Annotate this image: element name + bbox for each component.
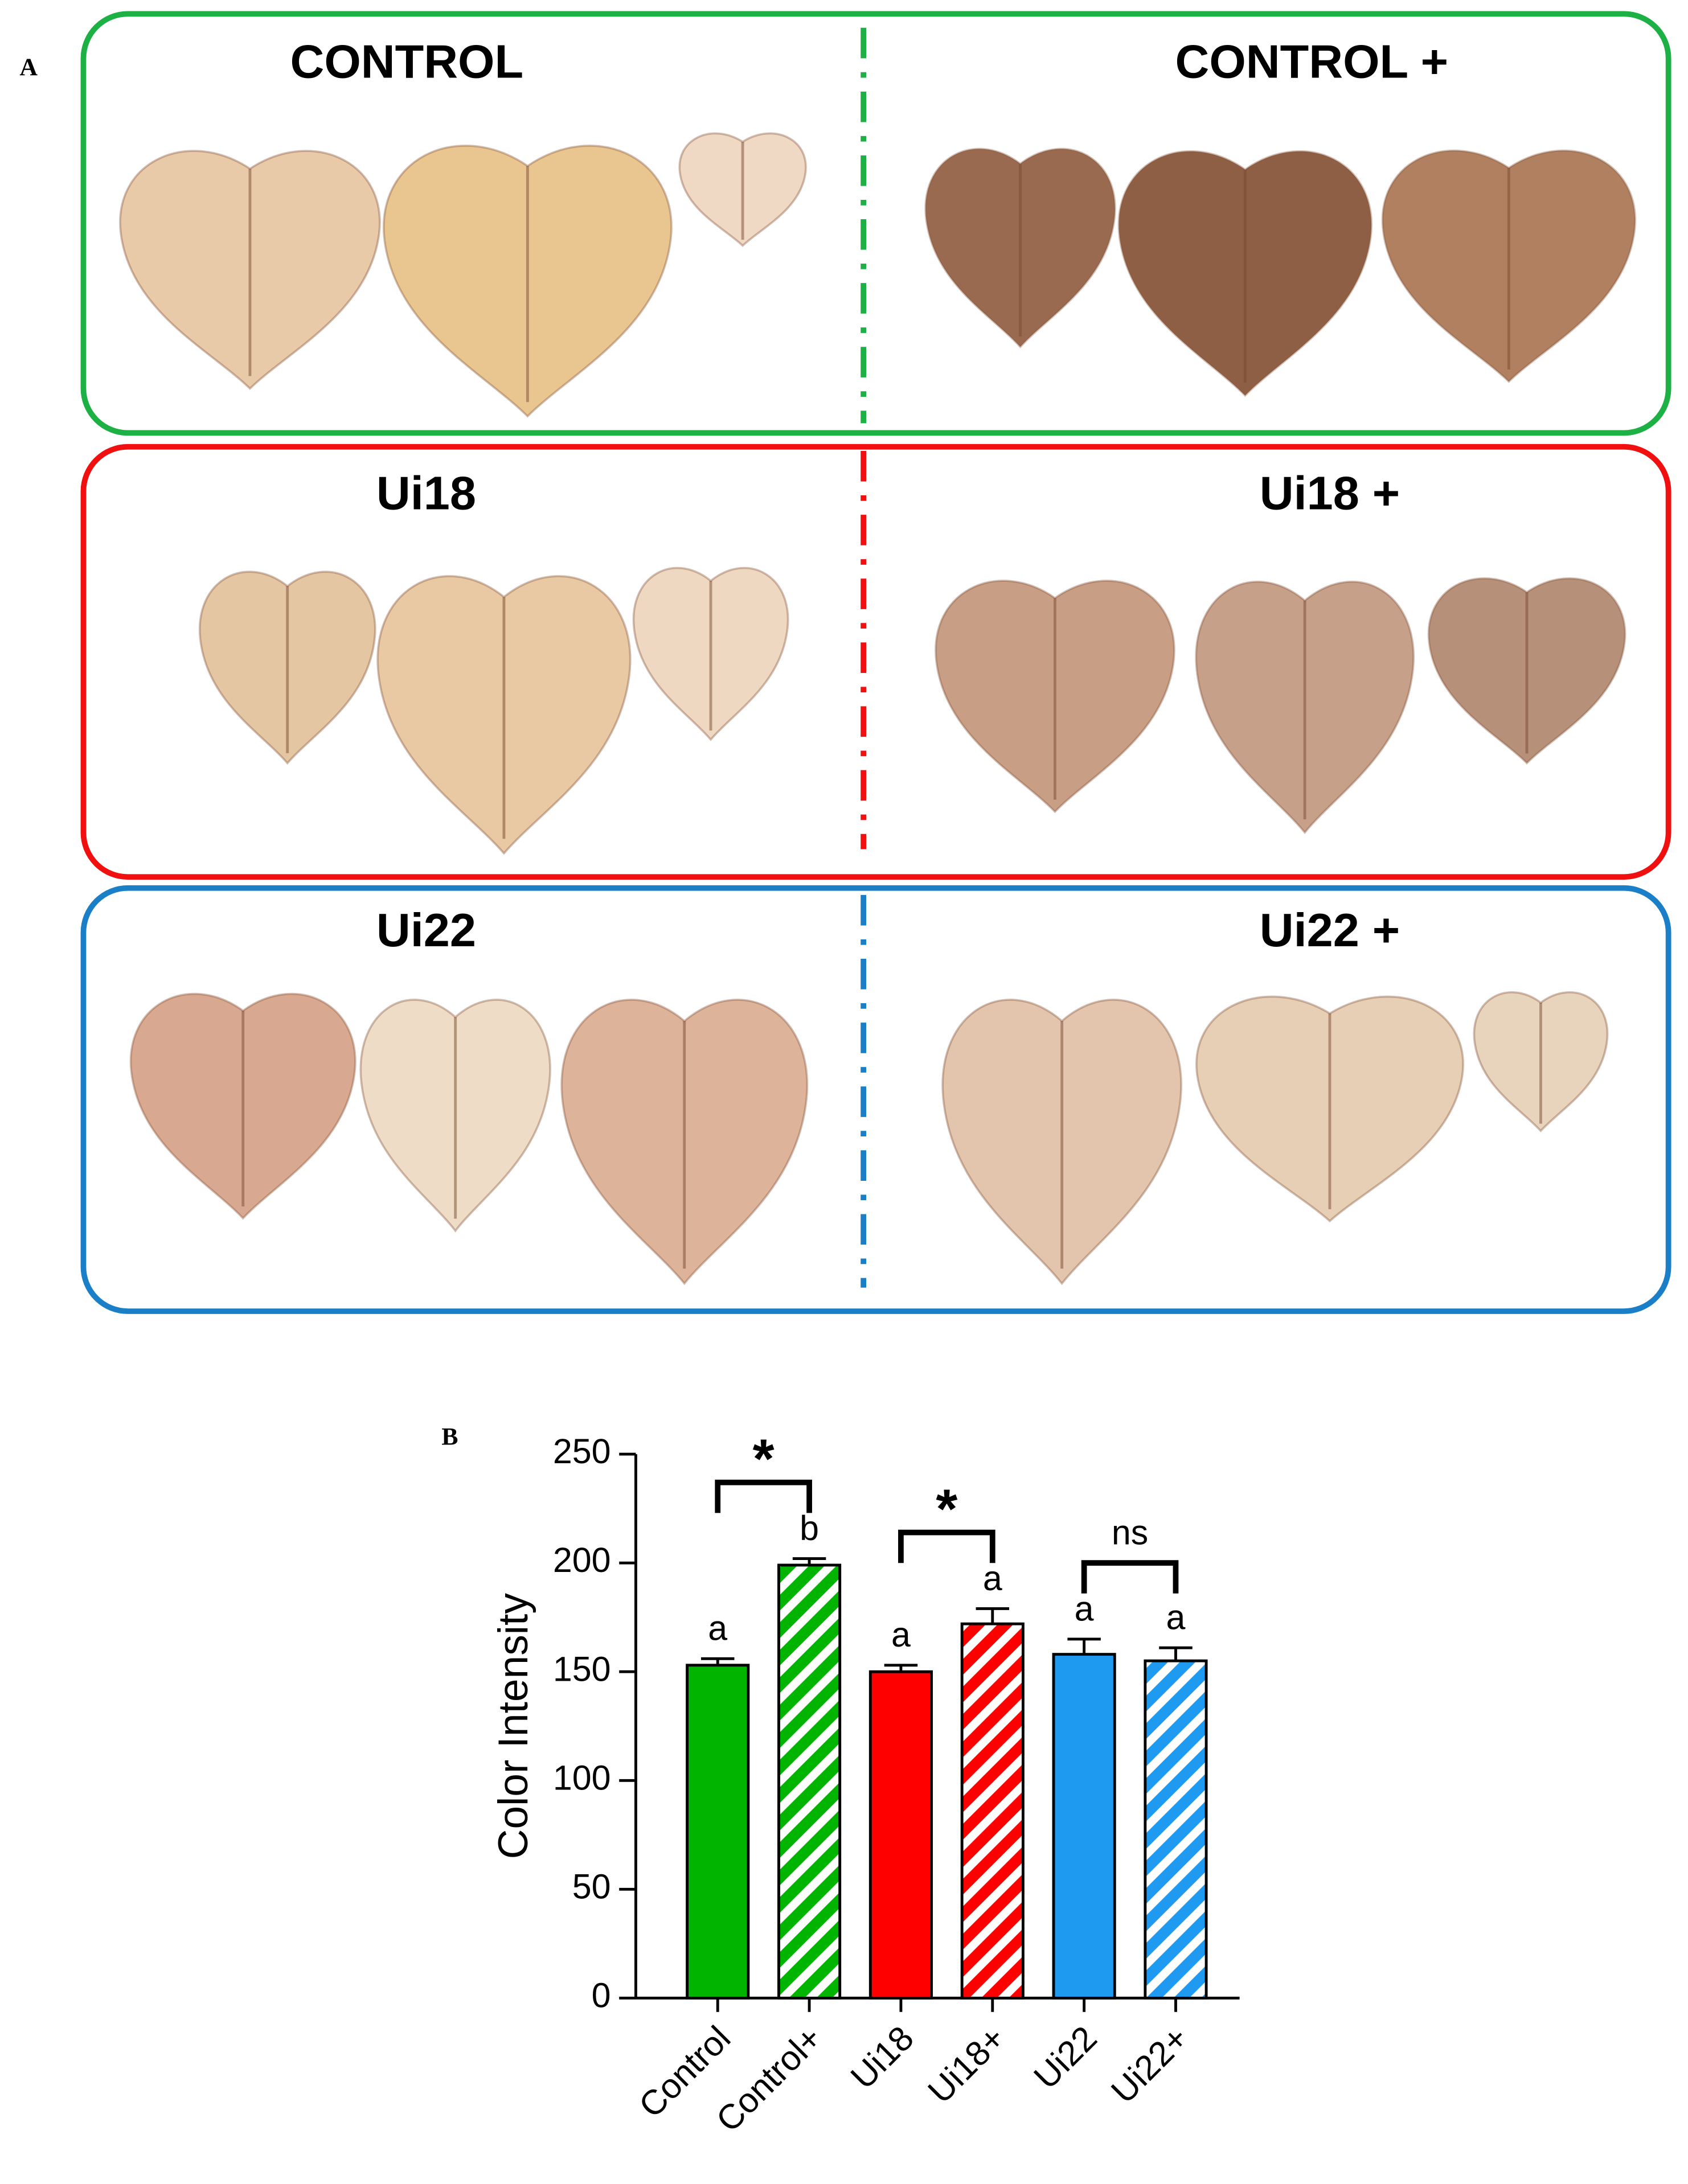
bar	[960, 1622, 1025, 2000]
y-tick-label: 150	[553, 1649, 611, 1688]
group-title: CONTROL	[290, 35, 523, 88]
comparison-label: *	[936, 1477, 957, 1540]
group-title: CONTROL +	[1175, 35, 1449, 88]
y-tick-label: 100	[553, 1758, 611, 1797]
comparison-label: ns	[1112, 1513, 1148, 1552]
significance-letter: a	[1075, 1589, 1094, 1628]
bar	[868, 1670, 933, 2000]
comparison-bracket	[1081, 1560, 1179, 1594]
y-axis-label: Color Intensity	[490, 1593, 536, 1859]
group-title: Ui18 +	[1260, 466, 1400, 519]
significance-letter: a	[708, 1609, 727, 1648]
significance-letter: a	[983, 1559, 1002, 1598]
y-tick-label: 50	[572, 1867, 611, 1906]
group-box	[80, 885, 1671, 1314]
bar	[1144, 1659, 1208, 2000]
x-tick-label: Ui22	[1026, 2018, 1104, 2096]
bar	[686, 1664, 750, 2000]
x-tick-label: Ui22+	[1104, 2018, 1196, 2111]
group-title: Ui22	[376, 904, 476, 956]
bar	[777, 1563, 842, 2000]
significance-letter: a	[891, 1615, 911, 1654]
y-tick-label: 200	[553, 1541, 611, 1579]
significance-letter: a	[1166, 1598, 1186, 1637]
comparison-bracket	[715, 1479, 812, 1513]
y-tick-label: 0	[592, 1976, 611, 2015]
x-tick-label: Ui18+	[920, 2018, 1013, 2111]
panel-label: A	[19, 54, 38, 81]
comparison-label: *	[753, 1427, 775, 1489]
x-tick-label: Ui18	[843, 2018, 921, 2096]
y-tick-label: 250	[553, 1432, 611, 1471]
panel-label: B	[441, 1423, 458, 1450]
group-box	[80, 11, 1671, 436]
group-box	[80, 444, 1671, 880]
group-title: Ui22 +	[1260, 904, 1400, 956]
significance-letter: b	[800, 1509, 819, 1547]
group-title: Ui18	[376, 466, 476, 519]
bar	[1052, 1653, 1116, 2000]
comparison-bracket	[898, 1529, 995, 1563]
